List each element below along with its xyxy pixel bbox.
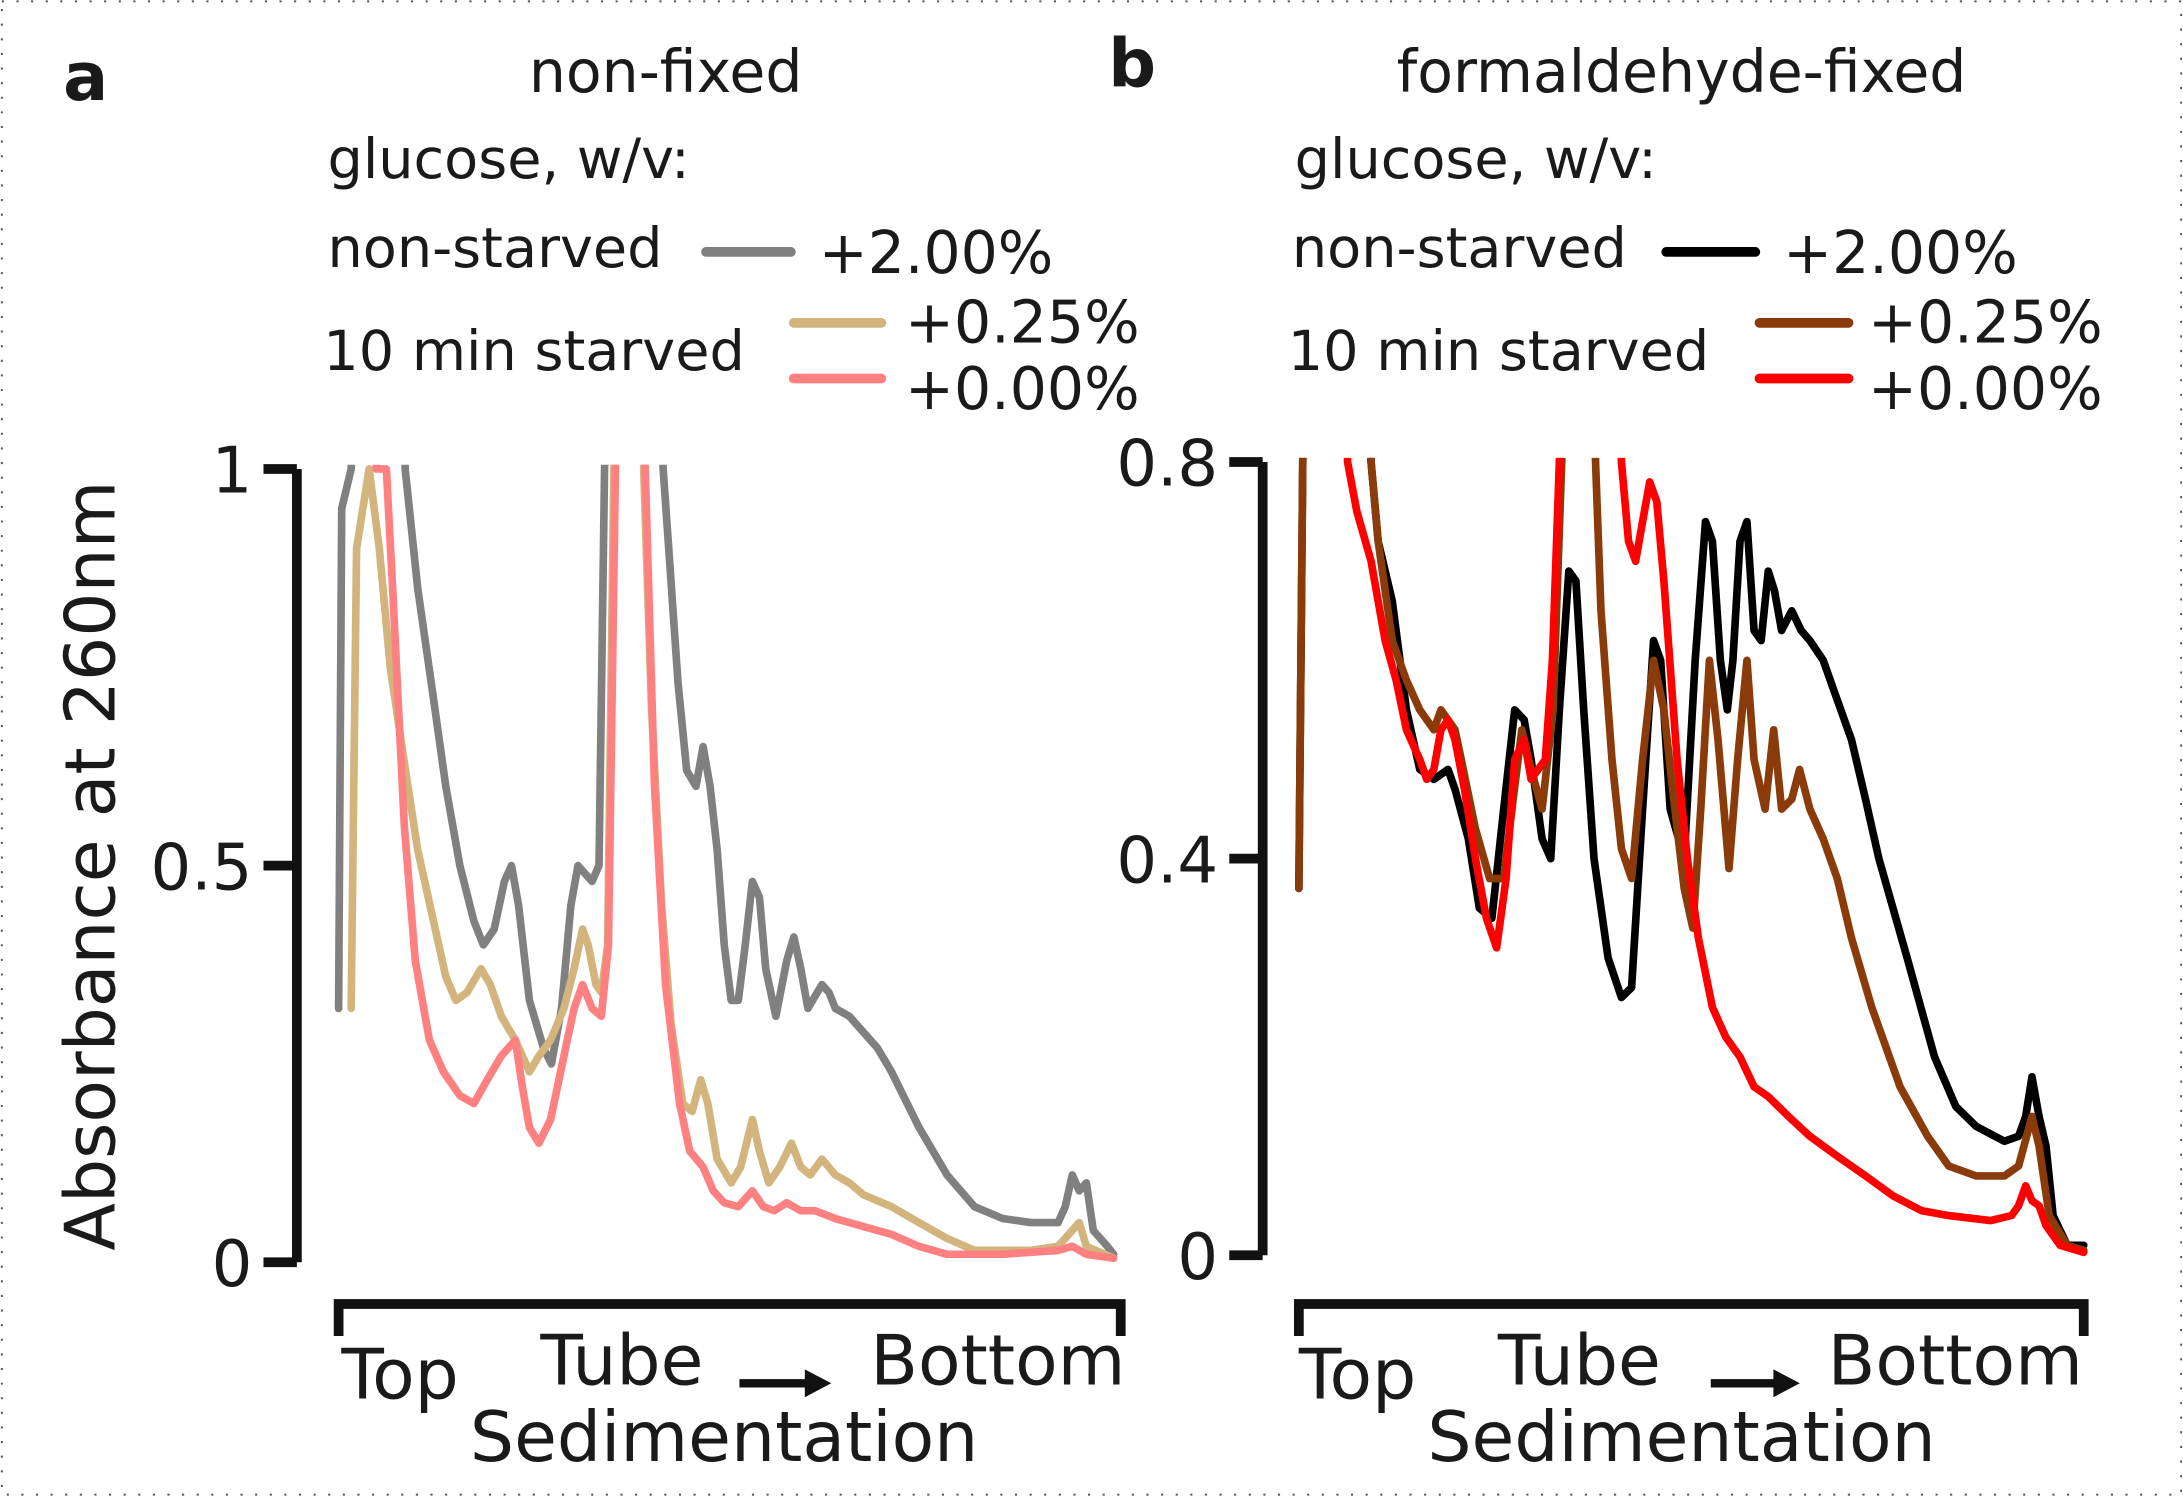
x-annotation-bottom: Bottom bbox=[870, 1321, 1125, 1402]
chart-title: formaldehyde-fixed bbox=[1397, 38, 1967, 106]
legend-label: +2.00% bbox=[1783, 219, 2018, 287]
legend-label: +0.25% bbox=[905, 288, 1140, 356]
legend-group-starved: 10 min starved bbox=[323, 319, 744, 384]
x-annotation-tube: Tube bbox=[1497, 1321, 1661, 1402]
x-annotation-tube: Tube bbox=[539, 1321, 703, 1402]
legend-title: glucose, w/v: bbox=[1295, 127, 1657, 192]
x-annotation-bottom: Bottom bbox=[1828, 1321, 2083, 1402]
legend-label: +2.00% bbox=[819, 219, 1054, 287]
y-axis-label: Absorbance at 260nm bbox=[51, 481, 132, 1251]
x-axis-label: Sedimentation bbox=[470, 1397, 978, 1478]
legend-label: +0.00% bbox=[905, 355, 1140, 423]
panel-label: a bbox=[63, 38, 108, 116]
y-tick-label: 0 bbox=[1177, 1221, 1218, 1295]
legend-group-non-starved: non-starved bbox=[1292, 216, 1627, 281]
series-line-000 bbox=[1343, 457, 2088, 1257]
x-annotation-top: Top bbox=[1298, 1335, 1416, 1416]
legend-title: glucose, w/v: bbox=[327, 127, 689, 192]
legend-label: +0.00% bbox=[1868, 355, 2103, 423]
legend-label: +0.25% bbox=[1868, 288, 2103, 356]
y-tick-label: 0.4 bbox=[1116, 824, 1218, 898]
panel-label: b bbox=[1108, 24, 1156, 102]
y-tick-label: 0.8 bbox=[1116, 428, 1218, 502]
legend-group-non-starved: non-starved bbox=[327, 216, 662, 281]
chart-title: non-fixed bbox=[529, 38, 803, 106]
series-line-200 bbox=[1295, 457, 2088, 1250]
series-line-000 bbox=[372, 464, 1118, 1262]
panel-a: a non-fixed glucose, w/v: non-starved 10… bbox=[51, 38, 1140, 1478]
legend-group-starved: 10 min starved bbox=[1288, 319, 1709, 384]
arrow-icon bbox=[1710, 1369, 1800, 1398]
arrow-icon bbox=[739, 1369, 832, 1398]
x-axis-label: Sedimentation bbox=[1427, 1397, 1935, 1478]
panel-b: b formaldehyde-fixed glucose, w/v: non-s… bbox=[1108, 24, 2102, 1478]
series-line-025 bbox=[1295, 457, 2088, 1255]
x-annotation-top: Top bbox=[340, 1335, 458, 1416]
y-tick-label: 0.5 bbox=[151, 831, 253, 905]
y-tick-label: 0 bbox=[212, 1228, 253, 1302]
y-tick-label: 1 bbox=[212, 435, 253, 509]
x-axis-bracket bbox=[333, 1299, 1126, 1336]
series-line-200 bbox=[334, 464, 1118, 1259]
x-axis-bracket bbox=[1293, 1299, 2089, 1336]
